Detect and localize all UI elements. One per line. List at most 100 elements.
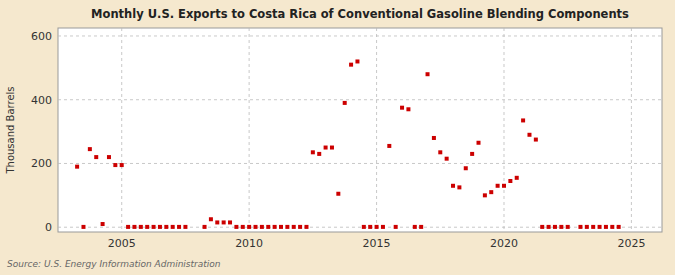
point bbox=[438, 150, 442, 154]
point bbox=[336, 192, 340, 196]
point bbox=[203, 225, 207, 229]
x-tick-label: 2005 bbox=[108, 237, 136, 250]
point bbox=[566, 225, 570, 229]
point bbox=[419, 225, 423, 229]
grid bbox=[58, 28, 662, 232]
x-grid-line bbox=[249, 28, 250, 232]
point bbox=[617, 225, 621, 229]
point bbox=[578, 225, 582, 229]
point bbox=[311, 150, 315, 154]
y-tick-label: 200 bbox=[31, 157, 52, 170]
point bbox=[381, 225, 385, 229]
point bbox=[343, 101, 347, 105]
point bbox=[413, 225, 417, 229]
point bbox=[107, 155, 111, 159]
y-grid-line bbox=[58, 99, 662, 100]
x-grid-line bbox=[631, 28, 632, 232]
point bbox=[508, 179, 512, 183]
points bbox=[75, 59, 621, 228]
x-tick-label: 2015 bbox=[363, 237, 391, 250]
point bbox=[534, 138, 538, 142]
background bbox=[0, 0, 675, 275]
point bbox=[126, 225, 130, 229]
point bbox=[457, 185, 461, 189]
point bbox=[164, 225, 168, 229]
point bbox=[222, 220, 226, 224]
point bbox=[489, 190, 493, 194]
point bbox=[349, 63, 353, 67]
point bbox=[445, 157, 449, 161]
point bbox=[527, 133, 531, 137]
y-tick-label: 0 bbox=[45, 221, 52, 234]
point bbox=[145, 225, 149, 229]
y-grid-line bbox=[58, 163, 662, 164]
point bbox=[158, 225, 162, 229]
point bbox=[540, 225, 544, 229]
point bbox=[559, 225, 563, 229]
point bbox=[88, 147, 92, 151]
point bbox=[330, 146, 334, 150]
point bbox=[502, 184, 506, 188]
point bbox=[171, 225, 175, 229]
x-tick-label: 2010 bbox=[235, 237, 263, 250]
point bbox=[324, 146, 328, 150]
point bbox=[355, 59, 359, 63]
point bbox=[209, 217, 213, 221]
point bbox=[432, 136, 436, 140]
point bbox=[368, 225, 372, 229]
point bbox=[260, 225, 264, 229]
point bbox=[304, 225, 308, 229]
point bbox=[228, 220, 232, 224]
point bbox=[400, 106, 404, 110]
point bbox=[317, 152, 321, 156]
point bbox=[426, 72, 430, 76]
point bbox=[113, 163, 117, 167]
point bbox=[585, 225, 589, 229]
chart: 0 200 400 600 2005 2010 2015 2020 2025 Monthly U.… bbox=[0, 0, 675, 275]
x-tick-label: 2025 bbox=[617, 237, 645, 250]
point bbox=[394, 225, 398, 229]
point bbox=[610, 225, 614, 229]
point bbox=[234, 225, 238, 229]
y-axis-label: Thousand Barrels bbox=[5, 86, 16, 174]
point bbox=[94, 155, 98, 159]
point bbox=[496, 184, 500, 188]
source-note: Source: U.S. Energy Information Administ… bbox=[7, 259, 221, 269]
point bbox=[483, 193, 487, 197]
point bbox=[241, 225, 245, 229]
point bbox=[298, 225, 302, 229]
y-tick-label: 400 bbox=[31, 94, 52, 107]
point bbox=[521, 118, 525, 122]
x-grid-line bbox=[121, 28, 122, 232]
point bbox=[152, 225, 156, 229]
point bbox=[266, 225, 270, 229]
point bbox=[285, 225, 289, 229]
point bbox=[470, 152, 474, 156]
plot-area bbox=[58, 28, 662, 232]
point bbox=[120, 163, 124, 167]
point bbox=[215, 220, 219, 224]
point bbox=[247, 225, 251, 229]
point bbox=[279, 225, 283, 229]
point bbox=[177, 225, 181, 229]
point bbox=[387, 144, 391, 148]
point bbox=[81, 225, 85, 229]
point bbox=[292, 225, 296, 229]
point bbox=[406, 107, 410, 111]
point bbox=[132, 225, 136, 229]
x-grid-line bbox=[503, 28, 504, 232]
point bbox=[464, 166, 468, 170]
point bbox=[451, 184, 455, 188]
title: Monthly U.S. Exports to Costa Rica of Co… bbox=[91, 7, 629, 21]
x-tick-label: 2020 bbox=[490, 237, 518, 250]
y-tick-label: 600 bbox=[31, 30, 52, 43]
point bbox=[254, 225, 258, 229]
point bbox=[604, 225, 608, 229]
point bbox=[362, 225, 366, 229]
y-grid-line bbox=[58, 35, 662, 36]
point bbox=[515, 176, 519, 180]
point bbox=[375, 225, 379, 229]
point bbox=[183, 225, 187, 229]
point bbox=[477, 141, 481, 145]
x-grid-line bbox=[376, 28, 377, 232]
